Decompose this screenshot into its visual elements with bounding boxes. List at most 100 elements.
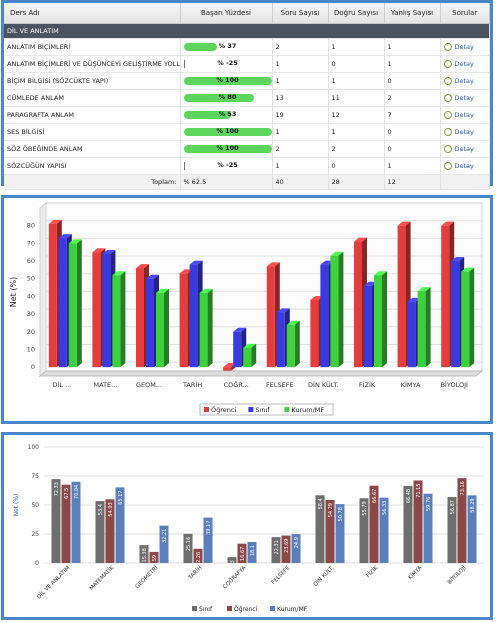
row-detail-link[interactable]: Detay xyxy=(440,55,490,73)
data-label: 25.16 xyxy=(186,537,192,551)
x-tick-label: DİN KÜLT. xyxy=(308,380,339,389)
y-tick-label: 25 xyxy=(31,531,39,538)
data-label: 54.29 xyxy=(328,503,334,517)
row-detail-link[interactable]: Detay xyxy=(440,72,490,90)
y-tick-label: 40 xyxy=(27,292,35,300)
success-percent: % 100 xyxy=(216,144,239,152)
row-subject: ANLATIM BİÇİMLERİ VE DÜŞÜNCEYİ GELİŞTİRM… xyxy=(4,55,181,73)
row-subject: BİÇİM BİLGİSİ (SÖZCÜKTE YAPI) xyxy=(4,72,181,90)
detail-link-label[interactable]: Detay xyxy=(454,111,474,119)
success-percent: % 100 xyxy=(216,127,239,135)
bar-top-Öğrenci xyxy=(179,269,193,274)
progress-fill xyxy=(183,77,271,85)
bar-Kurum/MF xyxy=(379,497,389,563)
search-icon xyxy=(443,77,452,85)
data-label: 50.78 xyxy=(338,507,344,521)
data-label: 66.67 xyxy=(372,489,378,503)
bar-Sınıf xyxy=(276,312,285,368)
bar-Sınıf xyxy=(271,537,281,563)
data-label: 22.31 xyxy=(274,540,280,554)
detail-link-label[interactable]: Detay xyxy=(454,60,474,68)
bar-Kurum/MF xyxy=(461,271,470,368)
bar-Sınıf xyxy=(451,261,460,368)
bar-top-Kurum/MF xyxy=(243,343,257,348)
y-axis-label: Net (%) xyxy=(9,277,18,307)
row-detail-link[interactable]: Detay xyxy=(440,123,490,141)
bar-Sınıf xyxy=(183,533,193,563)
col-header-dogru[interactable]: Doğru Sayısı xyxy=(328,3,385,24)
x-tick-label: KİMYA xyxy=(407,564,424,581)
data-label: 32.21 xyxy=(162,529,168,543)
row-detail-link[interactable]: Detay xyxy=(440,140,490,158)
bar-Öğrenci xyxy=(149,551,159,563)
bar-top-Kurum/MF xyxy=(286,320,300,325)
progress-fill xyxy=(183,43,217,51)
detail-link-label[interactable]: Detay xyxy=(454,145,474,153)
bar-Sınıf xyxy=(51,479,61,563)
section-title: DİL VE ANLATIM xyxy=(4,23,490,39)
y-tick-label: 80 xyxy=(27,222,35,230)
detail-link-label[interactable]: Detay xyxy=(454,128,474,136)
row-wrong-count: 0 xyxy=(384,140,441,158)
results-table: Ders Adı Başarı Yüzdesi Soru Sayısı Doğr… xyxy=(4,3,490,190)
col-header-yanlis[interactable]: Yanlış Sayısı xyxy=(384,3,441,24)
bar-Kurum/MF xyxy=(68,243,77,368)
bar-top-Kurum/MF xyxy=(68,239,82,244)
bar-Öğrenci xyxy=(354,241,362,368)
bar-Sınıf xyxy=(146,278,154,368)
bar-Kurum/MF xyxy=(247,542,257,563)
bar-top-Öğrenci xyxy=(397,221,411,226)
bar-side-Kurum/MF xyxy=(469,267,475,368)
row-correct-count: 1 xyxy=(328,38,385,56)
search-icon xyxy=(443,94,452,102)
x-tick-label: FİZİK xyxy=(365,564,380,579)
y-tick-label: 10 xyxy=(27,345,35,353)
row-subject: ANLATIM BİÇİMLERİ xyxy=(4,38,181,56)
bar-side-Kurum/MF xyxy=(382,271,387,368)
legend-label-Sınıf: Sınıf xyxy=(199,606,213,613)
detail-link-label[interactable]: Detay xyxy=(454,77,474,85)
bar-top-Sınıf xyxy=(189,260,203,265)
data-label: 55.79 xyxy=(362,501,368,515)
detail-link-label[interactable]: Detay xyxy=(454,94,474,102)
bar-top-Kurum/MF xyxy=(330,251,344,256)
table-header-row: Ders Adı Başarı Yüzdesi Soru Sayısı Doğr… xyxy=(4,3,490,24)
y-tick-label: 0 xyxy=(35,560,39,567)
y-tick-label: 50 xyxy=(31,502,39,509)
table-row: SÖZCÜĞÜN YAPISI % -25 1 0 1 Detay xyxy=(4,157,490,175)
row-wrong-count: 0 xyxy=(384,123,441,141)
row-subject: SÖZCÜĞÜN YAPISI xyxy=(4,157,181,175)
bar-Sınıf xyxy=(58,238,67,368)
y-tick-label: 70 xyxy=(27,239,35,247)
bar-side-Kurum/MF xyxy=(164,288,169,368)
bar-top-Öğrenci xyxy=(92,248,106,253)
detail-link-label[interactable]: Detay xyxy=(454,43,474,51)
bar-Sınıf xyxy=(139,545,149,563)
col-header-basari[interactable]: Başarı Yüzdesi xyxy=(180,3,273,24)
x-tick-label: DİL VE ANLATIM xyxy=(35,564,71,600)
bar-top-Kurum/MF xyxy=(374,271,387,276)
bar-Kurum/MF xyxy=(467,495,477,563)
bar-Kurum/MF xyxy=(243,347,252,368)
x-tick-label: FELSEFE xyxy=(266,381,294,389)
table-row: SES BİLGİSİ% 100 1 1 0 Detay xyxy=(4,123,490,141)
legend-label-Öğrenci: Öğrenci xyxy=(234,606,258,613)
bar-Kurum/MF xyxy=(203,517,213,563)
row-correct-count: 0 xyxy=(328,157,385,175)
detail-link-label[interactable]: Detay xyxy=(454,162,474,170)
data-label: 18.1 xyxy=(250,545,256,556)
y-axis-label: Net (%) xyxy=(13,494,20,517)
table-row: ANLATIM BİÇİMLERİ% 37 2 1 1 Detay xyxy=(4,38,490,56)
row-detail-link[interactable]: Detay xyxy=(440,89,490,107)
col-header-ders[interactable]: Ders Adı xyxy=(4,3,181,24)
row-detail-link[interactable]: Detay xyxy=(440,106,490,124)
x-tick-label: FİZİK xyxy=(359,380,376,389)
bar-Kurum/MF xyxy=(286,324,295,368)
bar-Öğrenci xyxy=(92,252,101,368)
bar-Sınıf xyxy=(407,301,416,368)
col-header-soru[interactable]: Soru Sayısı xyxy=(272,3,329,24)
row-success: % -25 xyxy=(180,157,273,175)
row-detail-link[interactable]: Detay xyxy=(440,38,490,56)
legend-swatch-Kurum/MF xyxy=(284,407,290,412)
row-detail-link[interactable]: Detay xyxy=(440,157,490,175)
